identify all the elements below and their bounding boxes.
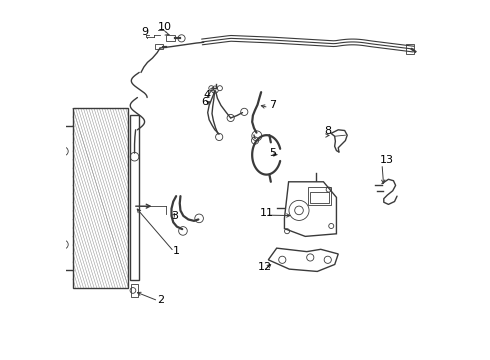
Text: 9: 9 — [142, 27, 149, 37]
Text: 1: 1 — [173, 246, 180, 256]
Bar — [130, 116, 139, 280]
Text: 8: 8 — [324, 126, 332, 136]
Circle shape — [218, 86, 222, 91]
Text: 3: 3 — [172, 211, 178, 221]
Polygon shape — [269, 248, 338, 271]
Circle shape — [62, 243, 66, 246]
Text: 5: 5 — [270, 148, 276, 158]
Bar — [308, 187, 331, 205]
Bar — [166, 36, 175, 41]
Text: 12: 12 — [258, 262, 272, 272]
Bar — [311, 192, 329, 203]
Bar — [406, 44, 414, 54]
Polygon shape — [285, 182, 337, 237]
Circle shape — [209, 86, 214, 91]
Text: 4: 4 — [204, 90, 211, 100]
Bar — [131, 284, 138, 297]
Bar — [73, 108, 128, 288]
Text: 10: 10 — [158, 22, 172, 32]
Text: 2: 2 — [157, 294, 164, 305]
Text: 7: 7 — [270, 100, 276, 110]
Text: 11: 11 — [260, 208, 274, 218]
Circle shape — [62, 149, 66, 153]
Text: 13: 13 — [379, 155, 393, 165]
Bar — [155, 44, 163, 49]
Text: 6: 6 — [201, 97, 208, 107]
